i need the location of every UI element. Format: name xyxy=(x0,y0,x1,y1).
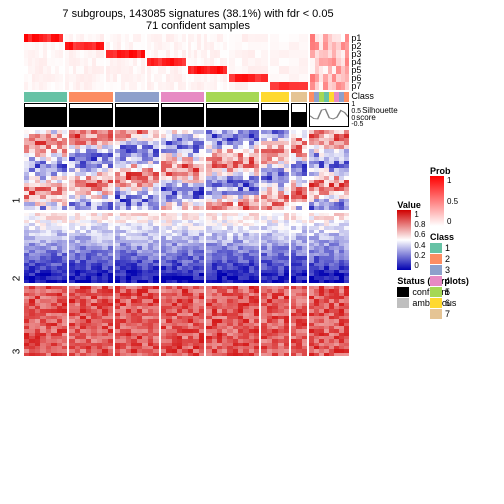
prob-row-p6 xyxy=(24,74,350,82)
class-strip-group-2 xyxy=(69,92,113,102)
legend-class-1: 1 xyxy=(430,243,458,253)
class-label: Class xyxy=(351,90,393,102)
legend-class-6: 6 xyxy=(430,298,458,308)
silhouette-group-1 xyxy=(24,103,68,127)
legend-class-2: 2 xyxy=(430,254,458,264)
row-label-p7: p7 xyxy=(351,82,393,90)
heatmap-section-3 xyxy=(24,286,350,356)
heatmap-section-label-2: 2 xyxy=(11,276,22,282)
prob-row-p7 xyxy=(24,82,350,90)
class-strip-group-1 xyxy=(24,92,68,102)
class-strip-group-5 xyxy=(206,92,259,102)
title-line-2: 71 confident samples xyxy=(28,20,368,32)
silhouette-group-7 xyxy=(291,103,307,127)
silhouette-group-5 xyxy=(206,103,259,127)
silhouette-group-8 xyxy=(309,103,350,127)
class-strip xyxy=(24,92,350,102)
prob-row-p3 xyxy=(24,50,350,58)
prob-row-p5 xyxy=(24,66,350,74)
title-block: 7 subgroups, 143085 signatures (38.1%) w… xyxy=(28,8,368,32)
main-column xyxy=(24,34,350,356)
class-strip-group-3 xyxy=(115,92,159,102)
legend-class-5: 5 xyxy=(430,287,458,297)
expression-heatmap xyxy=(24,130,350,356)
class-strip-group-8 xyxy=(309,92,350,102)
prob-row-p1 xyxy=(24,34,350,42)
heatmap-section-2 xyxy=(24,213,350,283)
legend-class-4: 4 xyxy=(430,276,458,286)
heatmap-section-1 xyxy=(24,130,350,210)
legend-class-7: 7 xyxy=(430,309,458,319)
silhouette-group-3 xyxy=(115,103,159,127)
figure: 123 p1p2p3p4p5p6p7Class10.5Silhouette0sc… xyxy=(8,34,496,356)
left-axis: 1 2 3 xyxy=(8,34,24,356)
heatmap-section-label-1: 1 xyxy=(11,198,22,204)
silhouette-group-2 xyxy=(69,103,113,127)
legend-class-3: 3 xyxy=(430,265,458,275)
heatmap-section-label-3: 3 xyxy=(11,349,22,355)
right-labels: p1p2p3p4p5p6p7Class10.5Silhouette0score-… xyxy=(349,34,393,356)
silhouette-group-4 xyxy=(161,103,205,127)
class-strip-group-6 xyxy=(261,92,289,102)
probability-heatmap xyxy=(24,34,350,90)
silhouette-group-6 xyxy=(261,103,289,127)
prob-row-p4 xyxy=(24,58,350,66)
sil-tick: -0.5 xyxy=(351,122,393,128)
silhouette-barplot xyxy=(24,103,350,127)
title-line-1: 7 subgroups, 143085 signatures (38.1%) w… xyxy=(28,8,368,20)
legend-gradient xyxy=(397,210,411,270)
class-strip-group-7 xyxy=(291,92,307,102)
prob-row-p2 xyxy=(24,42,350,50)
class-strip-group-4 xyxy=(161,92,205,102)
